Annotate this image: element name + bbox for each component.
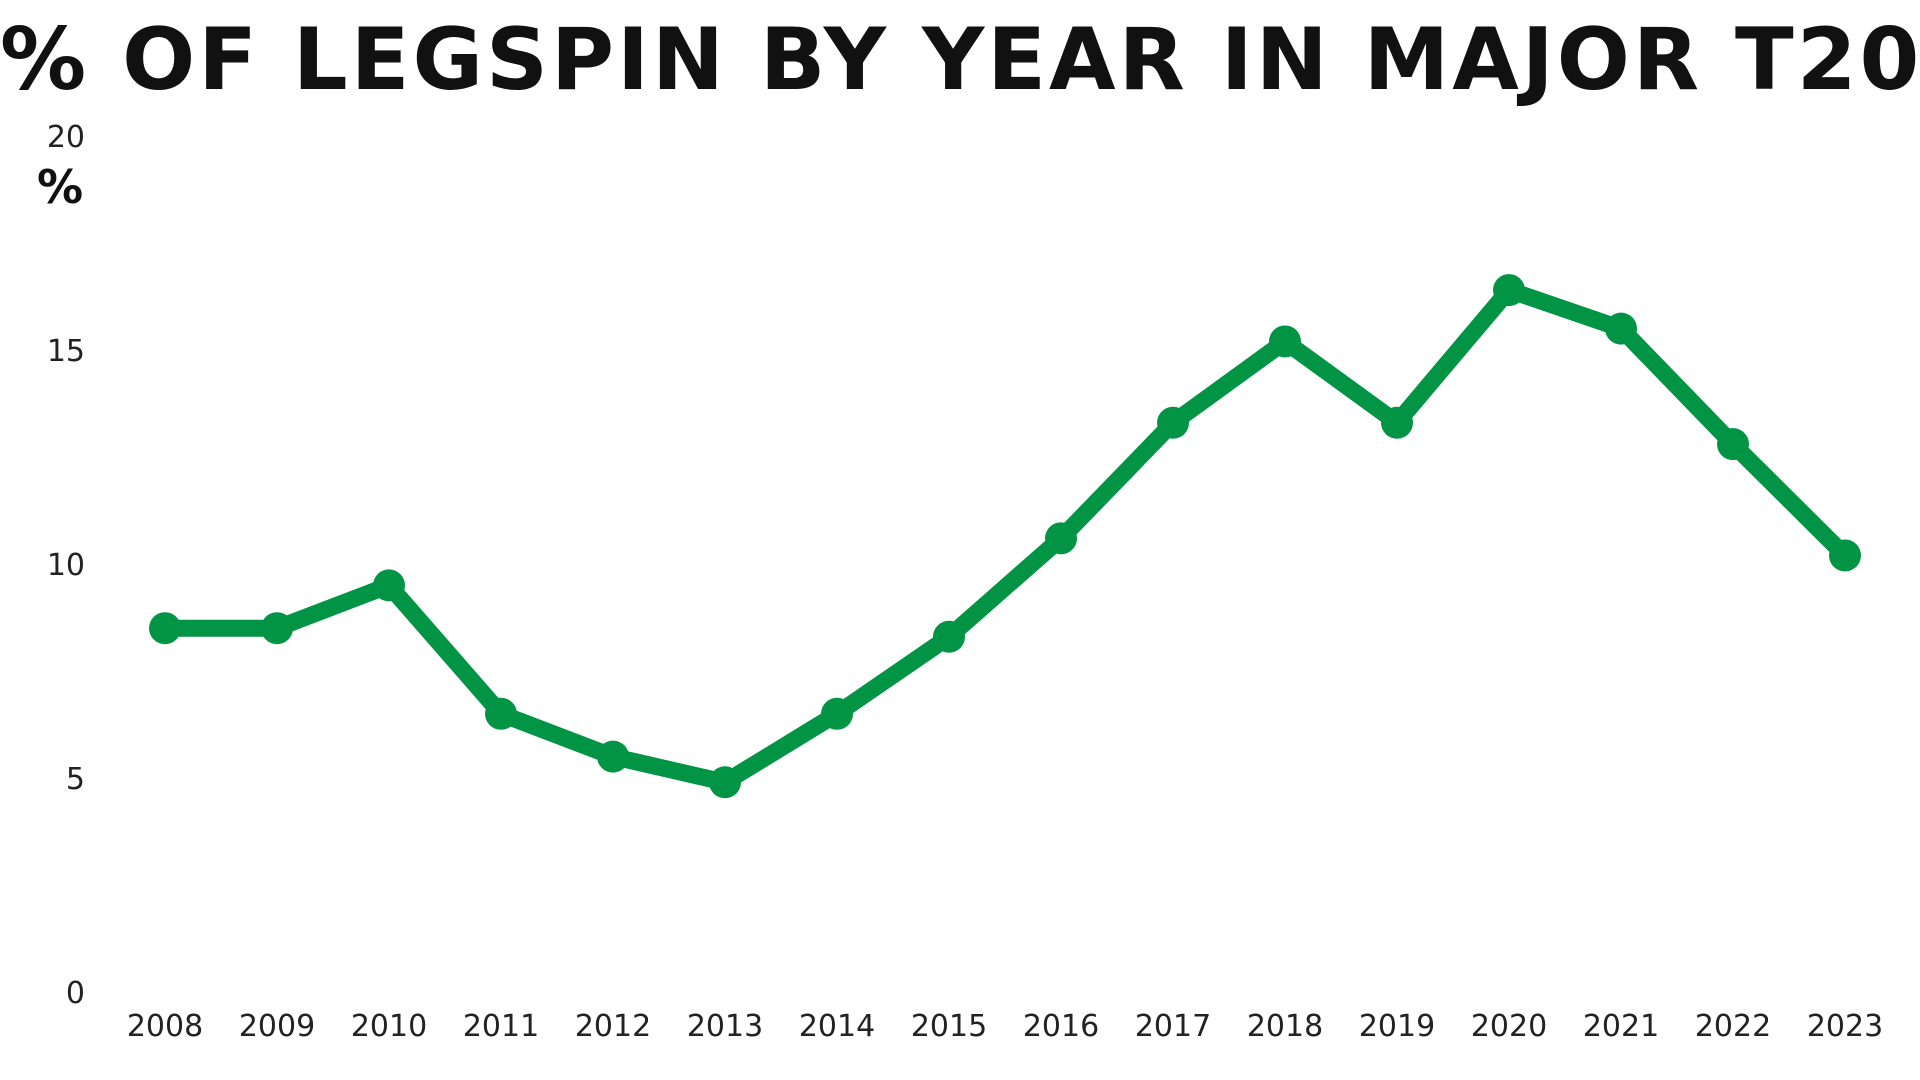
x-axis-ticks: 2008 2009 2010 2011 2012 2013 2014 2015 2016 2017… (127, 1009, 1883, 1044)
data-point (149, 612, 181, 645)
data-point (597, 740, 629, 773)
x-tick-label: 2015 (911, 1009, 987, 1044)
x-tick-label: 2013 (687, 1009, 763, 1044)
data-point (1157, 406, 1189, 439)
x-tick-label: 2019 (1359, 1009, 1435, 1044)
data-point (1605, 312, 1637, 345)
x-tick-label: 2021 (1583, 1009, 1659, 1044)
x-tick-label: 2020 (1471, 1009, 1547, 1044)
data-point (261, 612, 293, 645)
x-tick-label: 2016 (1023, 1009, 1099, 1044)
x-tick-label: 2009 (239, 1009, 315, 1044)
y-tick-label: 20 (47, 120, 85, 155)
data-point (821, 697, 853, 730)
y-axis-ticks: 0 5 10 15 20 (47, 120, 85, 1011)
data-point (1269, 325, 1301, 358)
data-point (709, 766, 741, 799)
y-tick-label: 15 (47, 334, 85, 369)
chart-title: % of Legspin by Year in Major T20 (0, 10, 1920, 110)
data-point (1493, 274, 1525, 307)
data-point (485, 697, 517, 730)
data-point (1381, 406, 1413, 439)
series-group (149, 274, 1861, 799)
x-tick-label: 2022 (1695, 1009, 1771, 1044)
series-line (156, 281, 1854, 791)
y-axis-label: % (37, 160, 83, 214)
data-point (373, 569, 405, 602)
x-tick-label: 2010 (351, 1009, 427, 1044)
y-tick-label: 10 (47, 548, 85, 583)
data-point (1717, 428, 1749, 461)
x-tick-label: 2012 (575, 1009, 651, 1044)
data-point (1045, 522, 1077, 555)
x-tick-label: 2008 (127, 1009, 203, 1044)
x-tick-label: 2023 (1807, 1009, 1883, 1044)
x-tick-label: 2011 (463, 1009, 539, 1044)
x-tick-label: 2018 (1247, 1009, 1323, 1044)
data-point (1829, 539, 1861, 572)
data-point (933, 620, 965, 653)
y-tick-label: 0 (66, 976, 85, 1011)
x-tick-label: 2017 (1135, 1009, 1211, 1044)
x-tick-label: 2014 (799, 1009, 875, 1044)
y-tick-label: 5 (66, 762, 85, 797)
